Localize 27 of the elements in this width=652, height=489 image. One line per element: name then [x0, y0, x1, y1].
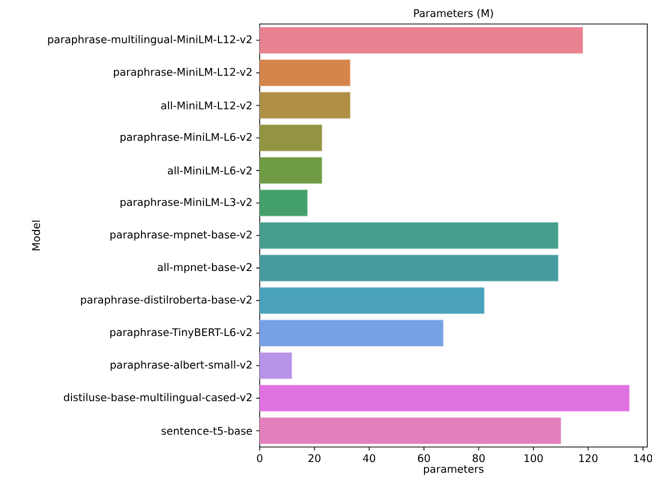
x-tick-label: 80: [472, 454, 485, 462]
x-tick-label: 0: [257, 454, 262, 462]
y-tick-label: paraphrase-MiniLM-L12-v2: [114, 68, 252, 78]
bar: [260, 222, 558, 249]
x-tick-label: 60: [418, 454, 430, 462]
y-tick-label: sentence-t5-base: [162, 426, 252, 435]
x-tick-label: 20: [308, 454, 320, 462]
y-tick-label: all-MiniLM-L12-v2: [161, 101, 252, 110]
y-tick-label: paraphrase-TinyBERT-L6-v2: [110, 328, 252, 338]
y-tick-label: distiluse-base-multilingual-cased-v2: [64, 393, 252, 404]
y-tick-label: paraphrase-multilingual-MiniLM-L12-v2: [48, 35, 252, 46]
x-tick-label: 40: [363, 454, 376, 462]
y-tick-label: paraphrase-distilroberta-base-v2: [81, 295, 252, 306]
y-tick-label: paraphrase-albert-small-v2: [110, 360, 252, 371]
chart-title: Parameters (M): [414, 8, 493, 18]
y-tick-label: all-MiniLM-L6-v2: [168, 166, 252, 174]
bar: [260, 92, 350, 119]
x-tick-label: 100: [524, 454, 543, 462]
y-tick-label: paraphrase-MiniLM-L6-v2: [120, 132, 252, 143]
x-tick-label: 120: [579, 454, 598, 462]
y-tick-label: all-mpnet-base-v2: [158, 262, 252, 274]
y-axis-title: Model: [32, 220, 40, 250]
y-tick-label: paraphrase-mpnet-base-v2: [110, 230, 252, 241]
bar: [260, 287, 484, 314]
x-axis-title: parameters: [424, 465, 484, 475]
x-tick-label: 140: [634, 454, 652, 462]
y-tick-label: paraphrase-MiniLM-L3-v2: [120, 198, 252, 208]
